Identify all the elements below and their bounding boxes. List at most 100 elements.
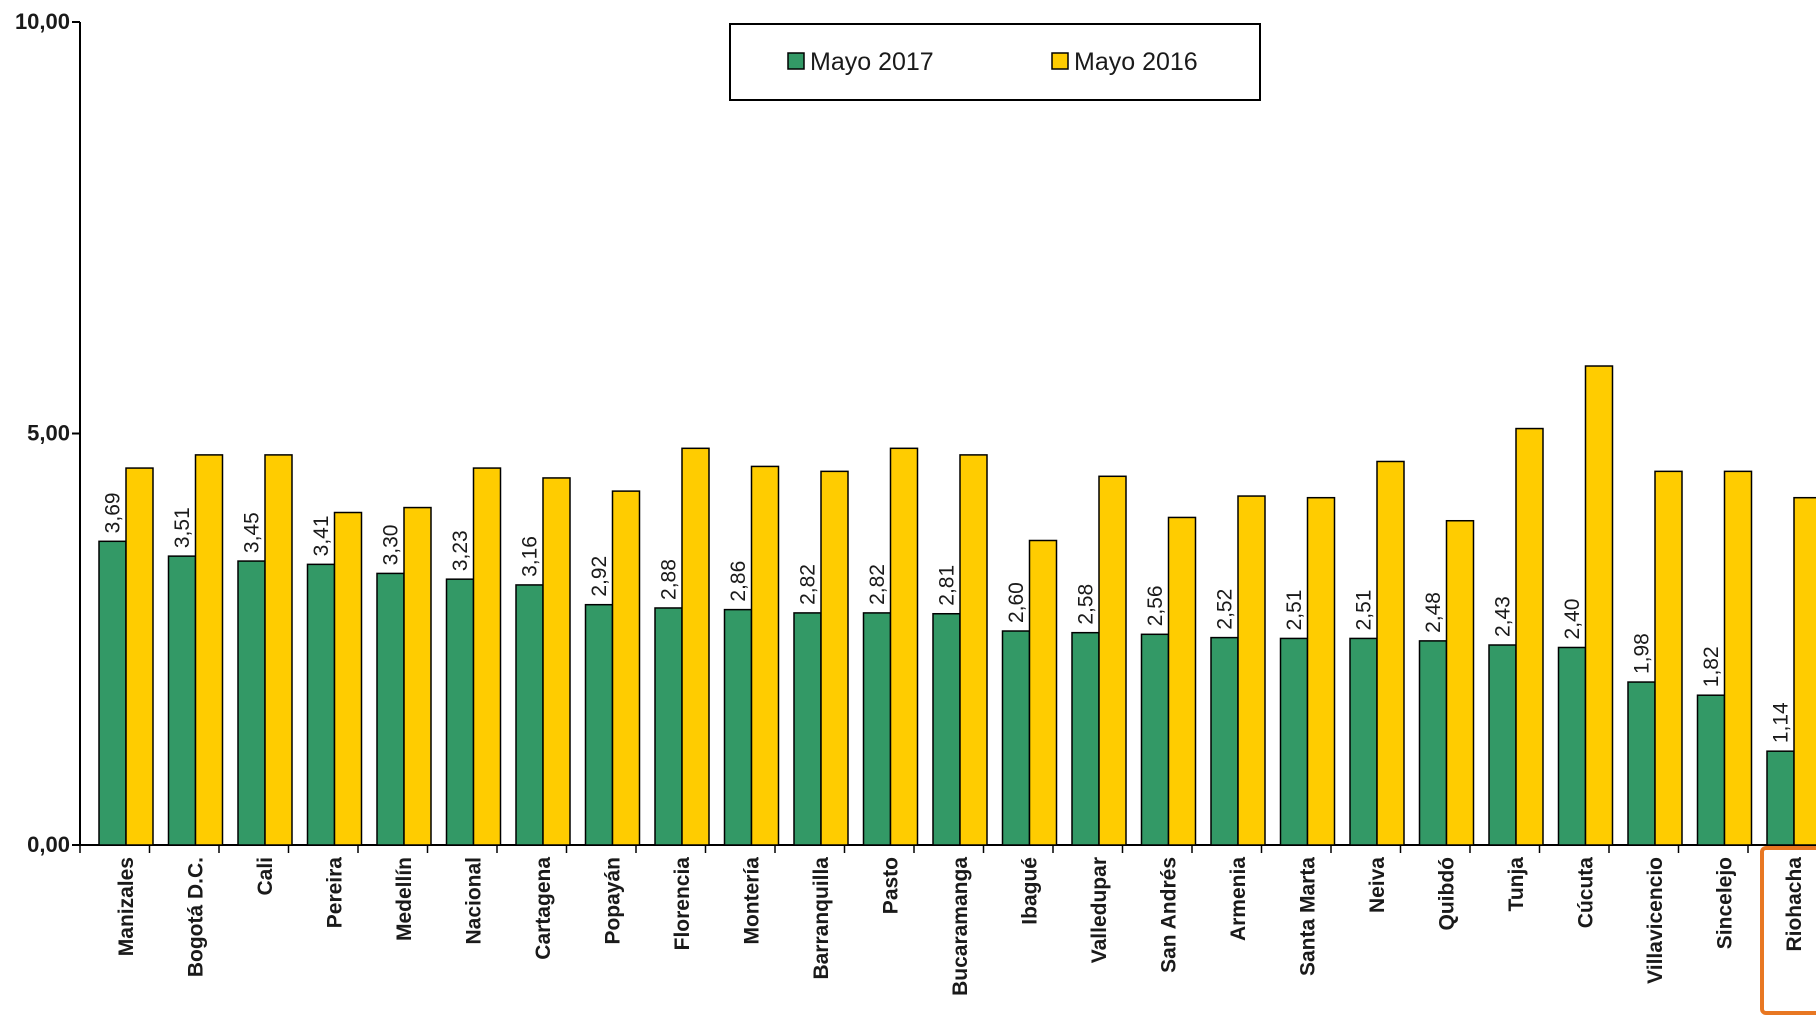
bar-mayo-2016	[1584, 365, 1614, 846]
x-category-label: Pasto	[880, 857, 903, 914]
data-label: 3,41	[310, 515, 333, 556]
bar-mayo-2016	[1793, 496, 1816, 846]
bar-mayo-2017	[515, 584, 544, 846]
data-label: 2,48	[1422, 592, 1445, 633]
bar-mayo-2016	[1723, 470, 1753, 846]
x-category-label: Montería	[741, 857, 764, 945]
data-label: 2,92	[588, 556, 611, 597]
bar-mayo-2017	[1696, 694, 1726, 846]
x-category-label: Neiva	[1366, 857, 1389, 913]
data-label: 2,81	[936, 565, 959, 606]
bar-mayo-2016	[125, 467, 154, 846]
bar-mayo-2017	[167, 555, 197, 846]
data-label: 1,82	[1700, 646, 1723, 687]
data-label: 3,23	[449, 530, 472, 571]
x-category-label: Medellín	[393, 857, 416, 941]
x-category-label: Cúcuta	[1575, 857, 1598, 928]
legend-swatch	[787, 52, 805, 70]
x-category-label: Villavicencio	[1644, 857, 1667, 984]
bar-mayo-2016	[472, 467, 502, 846]
x-category-label: Popayán	[602, 857, 625, 945]
y-tick-label: 10,00	[15, 9, 70, 34]
x-category-label: Manizales	[115, 857, 138, 956]
x-category-label: Cartagena	[532, 857, 555, 960]
bar-mayo-2017	[445, 578, 475, 846]
x-category-label: Barranquilla	[810, 857, 833, 980]
x-category-label: Cali	[254, 857, 277, 896]
bar-mayo-2017	[1071, 631, 1100, 846]
y-tick-label: 5,00	[27, 421, 70, 446]
data-label: 2,52	[1214, 589, 1237, 630]
bar-mayo-2017	[862, 612, 892, 846]
bar-mayo-2016	[333, 511, 363, 846]
legend-label: Mayo 2017	[810, 48, 934, 76]
x-category-label: Ibagué	[1019, 857, 1042, 925]
bar-mayo-2017	[1766, 750, 1795, 846]
data-label: 2,82	[866, 564, 889, 605]
x-category-label: Santa Marta	[1297, 857, 1320, 976]
bar-mayo-2017	[793, 612, 822, 846]
chart-labels: 3,69 Manizales 3,51 Bogotá D.C. 3,45 Cali 3,41…	[102, 492, 1816, 1015]
bar-mayo-2016	[959, 454, 988, 846]
bar-mayo-2017	[1140, 633, 1170, 846]
bar-mayo-2016	[889, 447, 919, 846]
x-category-label: Bucaramanga	[949, 857, 972, 996]
bar-mayo-2016	[1376, 460, 1405, 846]
x-category-label: Armenia	[1227, 857, 1250, 941]
data-label: 2,58	[1075, 584, 1098, 625]
data-label: 2,82	[797, 564, 820, 605]
data-label: 1,14	[1770, 702, 1793, 743]
bar-mayo-2017	[723, 608, 753, 846]
bar-mayo-2017	[1210, 636, 1239, 846]
x-category-label: Pereira	[324, 857, 347, 929]
bar-mayo-2016	[681, 447, 710, 846]
x-category-label: Florencia	[671, 857, 694, 951]
bar-mayo-2017	[1557, 646, 1587, 846]
data-label: 3,69	[102, 492, 125, 533]
bar-mayo-2016	[194, 454, 224, 846]
x-category-label: Quibdó	[1436, 857, 1459, 930]
data-label: 2,86	[727, 561, 750, 602]
legend-swatch	[1051, 52, 1069, 70]
data-label: 2,56	[1144, 585, 1167, 626]
bar-mayo-2016	[1237, 495, 1266, 846]
bar-mayo-2016	[1515, 427, 1544, 846]
bar-mayo-2017	[654, 607, 683, 846]
bar-mayo-2017	[1001, 630, 1031, 846]
bar-mayo-2016	[820, 470, 849, 846]
bar-mayo-2016	[1445, 519, 1475, 846]
y-tick-label: 0,00	[27, 832, 70, 857]
x-category-label: Valledupar	[1088, 857, 1111, 963]
bar-mayo-2016	[1098, 475, 1127, 846]
bar-mayo-2017	[237, 560, 266, 846]
data-label: 2,40	[1561, 599, 1584, 640]
bar-mayo-2017	[376, 572, 405, 846]
bar-mayo-2016	[1028, 539, 1058, 846]
x-category-label: Riohacha	[1783, 857, 1806, 952]
data-label: 2,51	[1353, 590, 1376, 631]
bar-mayo-2017	[98, 540, 127, 846]
x-category-label: Nacional	[463, 857, 486, 945]
chart-legend: Mayo 2017 Mayo 2016	[729, 23, 1261, 101]
bar-mayo-2017	[584, 603, 614, 846]
data-label: 2,60	[1005, 582, 1028, 623]
bar-mayo-2017	[1488, 644, 1517, 846]
bar-mayo-2017	[932, 612, 961, 846]
bar-mayo-2017	[1349, 637, 1378, 846]
bar-mayo-2017	[1279, 637, 1309, 846]
bar-mayo-2016	[611, 490, 641, 846]
bar-mayo-2016	[403, 506, 432, 846]
data-label: 2,43	[1492, 596, 1515, 637]
bar-mayo-2016	[1167, 516, 1197, 846]
bar-mayo-2016	[1654, 470, 1683, 846]
legend-label: Mayo 2016	[1074, 48, 1198, 76]
data-label: 3,16	[519, 536, 542, 577]
x-category-label: Sincelejo	[1714, 857, 1737, 949]
highlight-box	[1760, 846, 1816, 1015]
x-category-label: Bogotá D.C.	[185, 857, 208, 977]
data-label: 3,30	[380, 525, 403, 566]
bar-mayo-2017	[1627, 681, 1656, 846]
bar-mayo-2017	[1418, 640, 1448, 846]
bar-mayo-2016	[750, 465, 780, 846]
